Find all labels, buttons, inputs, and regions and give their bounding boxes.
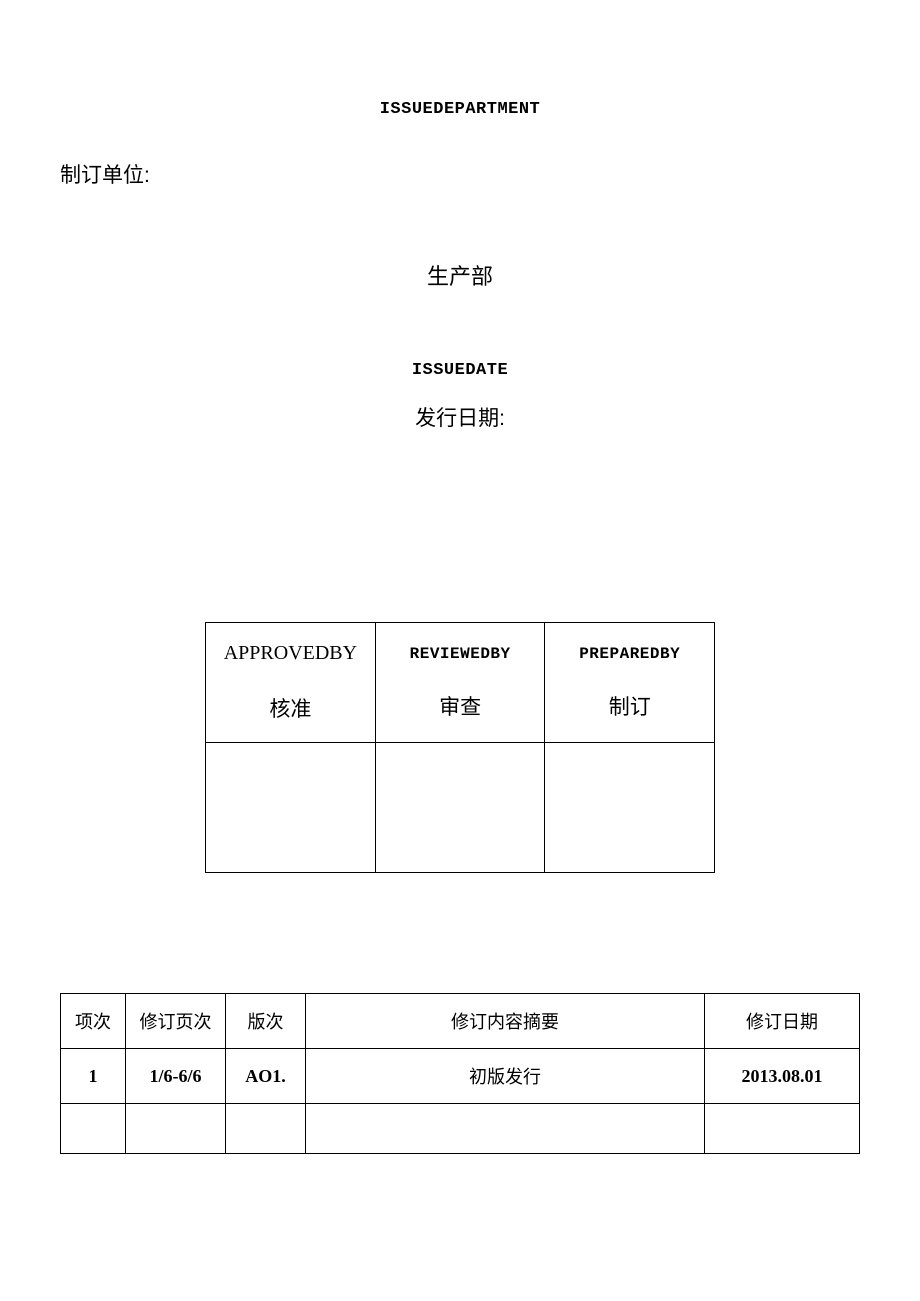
rev-empty-cell: [705, 1104, 860, 1154]
signoff-prepared-header: PREPAREDBY 制订: [545, 623, 715, 743]
revision-row: 1 1/6-6/6 AO1. 初版发行 2013.08.01: [61, 1049, 860, 1104]
rev-header-version: 版次: [226, 994, 306, 1049]
reviewed-en-label: REVIEWEDBY: [384, 645, 537, 663]
rev-header-summary: 修订内容摘要: [306, 994, 705, 1049]
rev-empty-cell: [126, 1104, 226, 1154]
signoff-approved-cell: [206, 743, 376, 873]
signoff-approved-header: APPROVEDBY 核准: [206, 623, 376, 743]
rev-page: 1/6-6/6: [126, 1049, 226, 1104]
rev-header-page: 修订页次: [126, 994, 226, 1049]
signoff-reviewed-cell: [375, 743, 545, 873]
unit-label: 制订单位:: [60, 159, 860, 189]
rev-date: 2013.08.01: [705, 1049, 860, 1104]
prepared-en-label: PREPAREDBY: [553, 645, 706, 663]
approved-cn-label: 核准: [214, 693, 367, 723]
rev-empty-cell: [306, 1104, 705, 1154]
rev-empty-cell: [61, 1104, 126, 1154]
department-name: 生产部: [60, 259, 860, 291]
signoff-table: APPROVEDBY 核准 REVIEWEDBY 审查 PREPAREDBY 制…: [205, 622, 715, 873]
signoff-reviewed-header: REVIEWEDBY 审查: [375, 623, 545, 743]
approved-en-label: APPROVEDBY: [214, 642, 367, 665]
issue-date-label-en: ISSUEDATE: [60, 361, 860, 380]
signoff-prepared-cell: [545, 743, 715, 873]
rev-version: AO1.: [226, 1049, 306, 1104]
issue-department-label-en: ISSUEDEPARTMENT: [60, 100, 860, 119]
rev-empty-cell: [226, 1104, 306, 1154]
prepared-cn-label: 制订: [553, 691, 706, 721]
rev-header-item: 项次: [61, 994, 126, 1049]
reviewed-cn-label: 审查: [384, 691, 537, 721]
rev-summary: 初版发行: [306, 1049, 705, 1104]
rev-header-date: 修订日期: [705, 994, 860, 1049]
revision-table: 项次 修订页次 版次 修订内容摘要 修订日期 1 1/6-6/6 AO1. 初版…: [60, 993, 860, 1154]
issue-date-label-cn: 发行日期:: [60, 402, 860, 432]
rev-item: 1: [61, 1049, 126, 1104]
revision-empty-row: [61, 1104, 860, 1154]
revision-header-row: 项次 修订页次 版次 修订内容摘要 修订日期: [61, 994, 860, 1049]
